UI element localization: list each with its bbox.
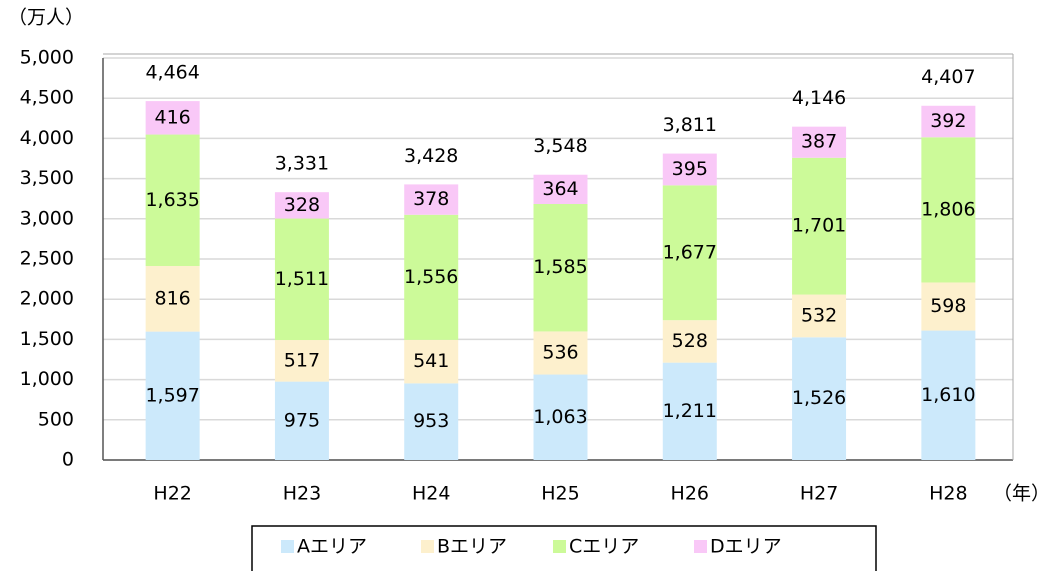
bar-segment [792, 157, 847, 295]
data-label: 517 [284, 349, 320, 371]
data-label: 1,677 [663, 241, 717, 263]
bar-segment [533, 204, 588, 332]
bar-segment [274, 340, 329, 382]
y-tick-label: 4,000 [20, 127, 74, 149]
legend-label: Bエリア [437, 536, 507, 558]
data-label: 1,063 [533, 406, 587, 428]
total-label: 4,407 [921, 66, 975, 88]
total-label: 3,811 [663, 114, 717, 136]
total-label: 3,548 [533, 135, 587, 157]
data-label: 975 [284, 409, 320, 431]
data-label: 532 [801, 304, 837, 326]
x-tick-label: H28 [929, 483, 967, 505]
data-label: 364 [542, 178, 578, 200]
data-label: 416 [155, 106, 191, 128]
legend-swatch [553, 540, 566, 553]
bar-segment [921, 282, 976, 331]
x-tick-label: H26 [671, 483, 709, 505]
y-tick-label: 1,000 [20, 368, 74, 390]
bar-segment [274, 381, 329, 460]
total-label: 3,428 [404, 145, 458, 167]
y-tick-label: 500 [38, 408, 74, 430]
data-label: 1,597 [145, 384, 199, 406]
bar-segment [145, 331, 200, 460]
bar-segment [792, 294, 847, 338]
data-label: 392 [930, 110, 966, 132]
bar-segment [662, 185, 717, 321]
x-tick-label: H24 [412, 483, 450, 505]
bar-segment [404, 383, 459, 460]
bar-segment [145, 101, 200, 135]
total-label: 3,331 [275, 153, 329, 175]
data-label: 1,635 [145, 189, 199, 211]
data-label: 1,556 [404, 266, 458, 288]
data-label: 541 [413, 350, 449, 372]
data-label: 953 [413, 410, 449, 432]
bar-segment [145, 265, 200, 332]
bar-segment [274, 192, 329, 219]
y-tick-label: 2,500 [20, 248, 74, 270]
bar-segment [662, 320, 717, 363]
bar-segment [404, 339, 459, 384]
y-tick-label: 3,000 [20, 207, 74, 229]
data-label: 1,511 [275, 268, 329, 290]
bar-segment [404, 184, 459, 215]
x-tick-label: H23 [283, 483, 321, 505]
bar-segment [145, 134, 200, 266]
bar-segment [533, 331, 588, 375]
data-label: 598 [930, 295, 966, 317]
y-tick-label: 3,500 [20, 167, 74, 189]
x-tick-label: H22 [153, 483, 191, 505]
x-tick-label: H27 [800, 483, 838, 505]
y-tick-label: 5,000 [20, 47, 74, 69]
data-label: 395 [672, 158, 708, 180]
bar-segment [404, 214, 459, 340]
data-label: 1,526 [792, 387, 846, 409]
legend-swatch [694, 540, 707, 553]
legend-swatch [281, 540, 294, 553]
y-tick-label: 2,000 [20, 288, 74, 310]
data-label: 378 [413, 188, 449, 210]
bar-segment [662, 362, 717, 460]
bar-segment [792, 337, 847, 460]
data-label: 536 [542, 341, 578, 363]
total-label: 4,146 [792, 87, 846, 109]
legend-label: Cエリア [569, 536, 639, 558]
y-tick-label: 4,500 [20, 87, 74, 109]
data-label: 1,610 [921, 384, 975, 406]
y-tick-label: 1,500 [20, 328, 74, 350]
legend-label: Dエリア [710, 536, 782, 558]
bar-segment [921, 137, 976, 283]
bar-segment [533, 174, 588, 205]
data-label: 1,585 [533, 256, 587, 278]
bar-segment [533, 374, 588, 460]
total-label: 4,464 [145, 62, 199, 84]
bar-segment [662, 153, 717, 186]
bar-segment [274, 218, 329, 341]
bar-segment [792, 126, 847, 158]
y-unit: （万人） [8, 7, 84, 29]
y-tick-label: 0 [62, 449, 74, 471]
data-label: 328 [284, 194, 320, 216]
bar-segment [921, 105, 976, 138]
data-label: 528 [672, 330, 708, 352]
data-label: 387 [801, 131, 837, 153]
data-label: 1,806 [921, 198, 975, 220]
data-label: 1,701 [792, 215, 846, 237]
x-tick-label: H25 [541, 483, 579, 505]
x-unit: （年） [993, 483, 1050, 505]
legend-swatch [421, 540, 434, 553]
legend-label: Aエリア [297, 536, 367, 558]
bar-segment [921, 330, 976, 460]
data-label: 816 [155, 287, 191, 309]
data-label: 1,211 [663, 400, 717, 422]
